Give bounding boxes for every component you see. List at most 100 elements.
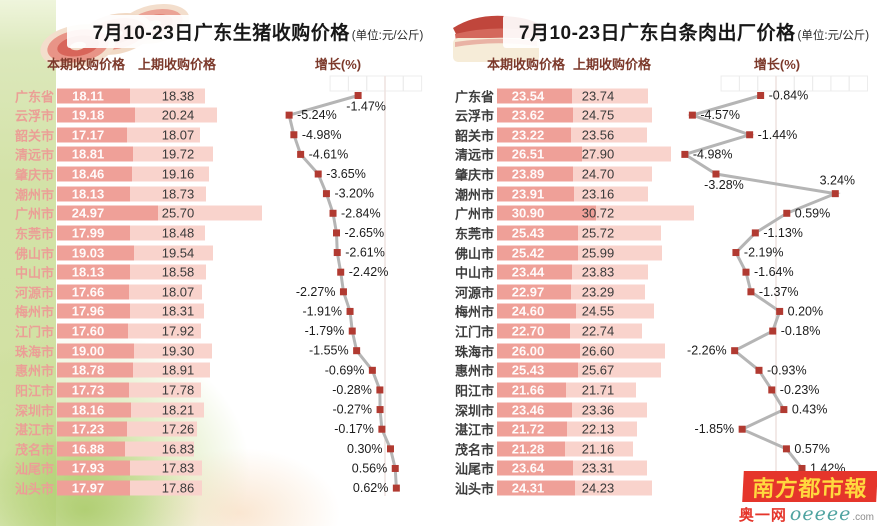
- growth-point-marker: [712, 170, 720, 178]
- city-label: 云浮市: [14, 108, 54, 124]
- column-header: 上期收购价格: [572, 57, 652, 72]
- previous-price-value: 22.13: [581, 421, 615, 437]
- city-label: 深圳市: [14, 403, 54, 419]
- growth-point-marker: [783, 209, 791, 217]
- previous-price-value: 23.29: [581, 284, 615, 300]
- city-label: 江门市: [14, 324, 54, 340]
- current-price-value: 18.46: [71, 166, 105, 182]
- current-price-value: 23.91: [511, 186, 545, 202]
- growth-value-label: -1.64%: [754, 265, 794, 279]
- chart-unit-label: (单位:元/公斤): [797, 30, 870, 42]
- current-price-value: 26.00: [511, 343, 545, 359]
- previous-price-bar: [572, 264, 649, 280]
- previous-price-bar: [129, 460, 202, 476]
- previous-price-value: 18.73: [161, 186, 195, 202]
- growth-value-label: -0.23%: [780, 383, 820, 397]
- city-label: 茂名市: [454, 442, 494, 458]
- current-price-value: 19.18: [71, 107, 105, 123]
- previous-price-value: 24.55: [581, 303, 615, 319]
- previous-price-value: 19.16: [161, 166, 195, 182]
- current-price-value: 17.23: [71, 421, 105, 437]
- previous-price-bar: [578, 362, 661, 378]
- previous-price-bar: [578, 245, 662, 261]
- previous-price-bar: [571, 127, 647, 143]
- previous-price-value: 18.91: [161, 362, 195, 378]
- growth-point-marker: [782, 445, 790, 453]
- scale-cell: [738, 75, 759, 92]
- current-price-value: 21.72: [511, 421, 545, 437]
- previous-price-value: 18.38: [161, 88, 195, 103]
- current-price-value: 22.97: [511, 284, 545, 300]
- site-name-cn: 奥一网: [738, 507, 787, 524]
- city-label: 阳江市: [14, 383, 54, 399]
- current-price-bar: [497, 480, 575, 496]
- previous-price-bar: [578, 225, 661, 241]
- previous-price-value: 18.07: [161, 127, 195, 143]
- previous-price-bar: [133, 146, 214, 162]
- previous-price-bar: [566, 382, 636, 398]
- current-price-bar: [57, 421, 127, 437]
- current-price-value: 18.16: [71, 402, 105, 418]
- growth-value-label: -2.19%: [744, 246, 784, 260]
- chart-title: 7月10-23日广东生猪收购价格 (单位:元/公斤): [67, 15, 449, 48]
- city-label: 广州市: [14, 206, 54, 222]
- previous-price-bar: [566, 421, 638, 437]
- previous-price-bar: [129, 480, 203, 496]
- previous-price-bar: [130, 264, 206, 280]
- growth-value-label: -2.26%: [687, 344, 727, 358]
- current-price-value: 25.43: [511, 362, 545, 378]
- current-price-value: 23.22: [511, 127, 545, 143]
- city-label: 清远市: [454, 147, 494, 163]
- current-price-value: 18.13: [71, 264, 105, 280]
- current-price-value: 23.64: [511, 460, 545, 476]
- previous-price-value: 18.58: [161, 264, 195, 280]
- current-price-bar: [57, 245, 135, 261]
- column-header: 增长(%): [314, 57, 362, 72]
- growth-value-label: 0.57%: [794, 442, 829, 456]
- current-price-value: 16.88: [71, 441, 105, 457]
- city-label: 广东省: [454, 89, 494, 104]
- current-price-value: 24.97: [71, 205, 105, 221]
- city-label: 河源市: [14, 285, 54, 301]
- previous-price-bar: [572, 88, 649, 103]
- previous-price-value: 18.21: [161, 402, 195, 418]
- current-price-bar: [57, 146, 134, 162]
- column-header: 本期收购价格: [46, 57, 126, 72]
- city-label: 汕头市: [14, 481, 54, 497]
- current-price-value: 23.54: [511, 88, 545, 103]
- city-label: 广州市: [454, 206, 494, 222]
- city-label: 惠州市: [14, 363, 54, 379]
- city-label: 珠海市: [454, 344, 494, 360]
- previous-price-value: 21.71: [581, 382, 615, 398]
- previous-price-value: 25.70: [161, 205, 195, 221]
- current-price-value: 25.43: [511, 225, 545, 241]
- previous-price-value: 20.24: [161, 107, 195, 123]
- column-header: 上期收购价格: [137, 57, 217, 72]
- previous-price-bar: [126, 127, 200, 143]
- masthead-text: 南方都市報: [751, 475, 869, 501]
- previous-price-bar: [580, 343, 666, 359]
- previous-price-value: 19.54: [161, 245, 195, 261]
- city-label: 汕尾市: [14, 461, 54, 477]
- growth-point-marker: [751, 229, 759, 237]
- city-label: 汕尾市: [454, 461, 494, 477]
- growth-value-label: 3.24%: [820, 174, 855, 188]
- scale-cell: [848, 75, 869, 92]
- city-label: 茂名市: [14, 442, 54, 458]
- previous-price-bar: [130, 186, 207, 202]
- growth-value-label: -3.28%: [704, 178, 744, 192]
- previous-price-bar: [575, 303, 655, 319]
- growth-value-label: 0.20%: [788, 304, 823, 318]
- city-label: 河源市: [454, 285, 494, 301]
- masthead-banner: 南方都市報: [742, 471, 877, 502]
- chart-unit-label: (单位:元/公斤): [351, 30, 424, 42]
- growth-value-label: -4.57%: [700, 108, 740, 122]
- previous-price-value: 17.78: [161, 382, 195, 398]
- growth-value-label: -1.37%: [759, 285, 799, 299]
- previous-price-bar: [570, 284, 646, 300]
- growth-point-marker: [780, 406, 788, 414]
- city-label: 清远市: [14, 147, 54, 163]
- current-price-bar: [497, 460, 573, 476]
- current-price-bar: [497, 421, 567, 437]
- current-price-value: 23.46: [511, 402, 545, 418]
